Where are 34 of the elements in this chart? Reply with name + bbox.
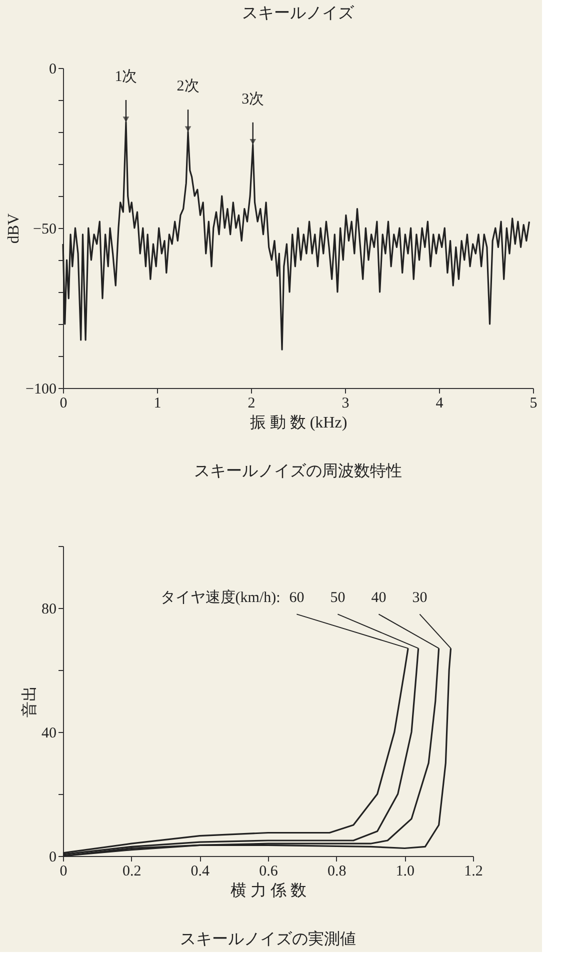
legend-title: タイヤ速度(km/h):: [160, 588, 280, 606]
x-tick-label: 5: [530, 396, 538, 412]
text: スキールノイズの実測値: [180, 930, 356, 948]
y-tick-label: 80: [42, 602, 56, 618]
x-axis-title: 横 力 係 数: [230, 882, 306, 900]
y-tick-label: 0: [49, 850, 56, 866]
text: 30: [412, 590, 428, 606]
x-tick-label: 0.2: [122, 864, 142, 880]
text: 50: [330, 590, 346, 606]
text: 40: [371, 590, 386, 606]
x-tick-label: 0: [60, 396, 68, 412]
x-tick-label: 2: [248, 396, 256, 412]
text: スキールノイズの周波数特性: [194, 462, 402, 480]
y-axis-title: dBV: [6, 212, 23, 244]
x-tick-label: 1.2: [464, 864, 483, 880]
x-tick-label: 0.8: [327, 864, 346, 880]
x-tick-label: 0.4: [190, 864, 210, 880]
x-tick-label: 1: [154, 396, 162, 412]
x-tick-label: 1.0: [396, 864, 415, 880]
annotation: 3次: [242, 91, 264, 108]
text: 60: [289, 590, 304, 606]
x-tick-label: 0: [60, 864, 68, 880]
y-tick-label: −50: [33, 222, 56, 238]
x-tick-label: 4: [436, 396, 444, 412]
annotation: 2次: [176, 78, 200, 95]
chart-title: スキールノイズ: [242, 5, 355, 22]
y-tick-label: 0: [49, 62, 56, 78]
x-tick-label: 0.6: [259, 864, 278, 880]
y-axis-title: 音出: [20, 686, 38, 718]
y-tick-label: −100: [26, 382, 56, 398]
annotation: 1次: [114, 69, 138, 85]
y-tick-label: 40: [42, 726, 56, 742]
x-axis-title: 振 動 数 (kHz): [250, 414, 348, 432]
x-tick-label: 3: [342, 396, 350, 412]
